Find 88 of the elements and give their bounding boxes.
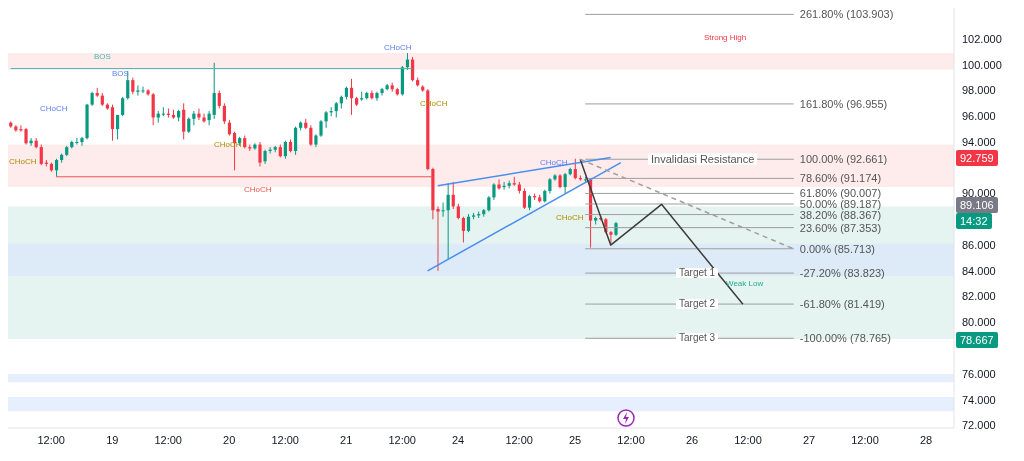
annotation: 14:32 [956, 213, 992, 230]
x-tick-label: 12:00 [734, 433, 762, 446]
candlestick [212, 62, 216, 120]
annotation: CHoCH [9, 157, 37, 166]
candlestick [497, 178, 501, 191]
annotation: 89.106 [956, 196, 998, 214]
candlestick [222, 102, 226, 125]
candlestick [522, 187, 527, 210]
x-tick-label: 12:00 [617, 433, 645, 446]
x-tick-label: 12:00 [851, 433, 879, 446]
candlestick [75, 137, 79, 146]
x-tick-label: 25 [568, 433, 582, 446]
ref-line-label: 23.60% (87.353) [799, 221, 882, 234]
annotation: 92.759 [956, 149, 998, 167]
annotation: CHoCH [540, 157, 568, 167]
y-tick-label: 96.000 [962, 110, 996, 123]
x-tick-label: 27 [802, 433, 816, 446]
candlestick [309, 124, 313, 147]
x-tick-label: 20 [223, 433, 236, 446]
ref-line-label: 100.00% (92.661) [799, 152, 888, 165]
annotation: Strong High [704, 33, 747, 42]
ref-line-label: BOS [94, 51, 111, 61]
candlestick [380, 87, 384, 97]
candlestick [182, 102, 186, 140]
candlestick [349, 78, 354, 116]
candlestick [293, 126, 298, 156]
candlestick [283, 140, 288, 160]
annotation: Weak Low [726, 279, 764, 288]
y-tick-label: 74.000 [962, 393, 996, 406]
candlestick [461, 216, 466, 243]
candlestick [110, 104, 115, 142]
candlestick [441, 202, 445, 218]
y-tick-label: 94.000 [962, 135, 996, 148]
ref-line-label: CHoCH [244, 184, 272, 194]
x-tick-label: 12:00 [505, 433, 533, 446]
ref-line-label: -61.80% (81.419) [799, 297, 885, 310]
y-tick-label: 86.000 [962, 238, 996, 251]
x-tick-label: 12:00 [37, 433, 65, 446]
candlestick [121, 96, 125, 117]
ref-line-label: 61.80% (90.007) [799, 186, 882, 199]
x-tick-label: 12:00 [154, 433, 182, 446]
candlestick [115, 114, 120, 140]
annotation: CHoCH [384, 43, 412, 52]
x-tick-label: 26 [685, 433, 699, 446]
candlestick [80, 136, 84, 147]
candlestick [446, 182, 450, 260]
y-tick-label: 84.000 [962, 264, 996, 277]
candlestick [609, 230, 613, 246]
annotation: CHoCH [556, 213, 584, 222]
ref-line-label: -27.20% (83.823) [799, 266, 885, 279]
candlestick [54, 158, 59, 178]
y-tick-label: 80.000 [962, 316, 996, 329]
ref-line-label: 0.00% (85.713) [799, 242, 875, 255]
ref-line-label: 161.80% (96.955) [799, 97, 888, 110]
candlestick [217, 89, 221, 109]
ref-line-label: 78.60% (91.174) [799, 171, 882, 184]
annotation: Target 1 [676, 267, 719, 279]
candlestick [192, 110, 196, 126]
candlestick [466, 213, 471, 233]
x-tick-label: 28 [919, 433, 933, 446]
candlestick [324, 110, 328, 129]
candlestick [151, 92, 155, 126]
candlestick [39, 144, 43, 166]
x-tick-label: 19 [106, 433, 119, 446]
candlestick [146, 88, 150, 97]
y-tick-label: 102.000 [962, 32, 1002, 45]
candlestick [553, 173, 557, 182]
y-tick-label: 72.000 [962, 419, 996, 432]
candlestick [197, 107, 201, 121]
y-tick-label: 98.000 [962, 84, 996, 97]
annotation: Target 3 [676, 332, 719, 344]
y-tick-label: 82.000 [962, 290, 996, 303]
x-tick-label: 12:00 [271, 433, 299, 446]
ref-line-label: 261.80% (103.903) [799, 7, 894, 20]
annotation: Target 2 [676, 298, 719, 310]
y-tick-label: 100.000 [962, 58, 1002, 71]
candlestick [202, 113, 206, 124]
x-tick-label: 24 [451, 433, 465, 446]
annotation: Invalidasi Resistance [648, 152, 758, 165]
candlestick [563, 172, 567, 195]
x-tick-label: 12:00 [388, 433, 416, 446]
candlestick [573, 158, 577, 180]
annotation: 78.667 [956, 331, 998, 348]
annotation: CHoCH [40, 104, 68, 113]
ref-line-label: -100.00% (78.765) [799, 331, 891, 344]
candlestick [258, 141, 262, 167]
x-tick-label: 21 [340, 433, 353, 446]
y-tick-label: 76.000 [962, 367, 996, 380]
